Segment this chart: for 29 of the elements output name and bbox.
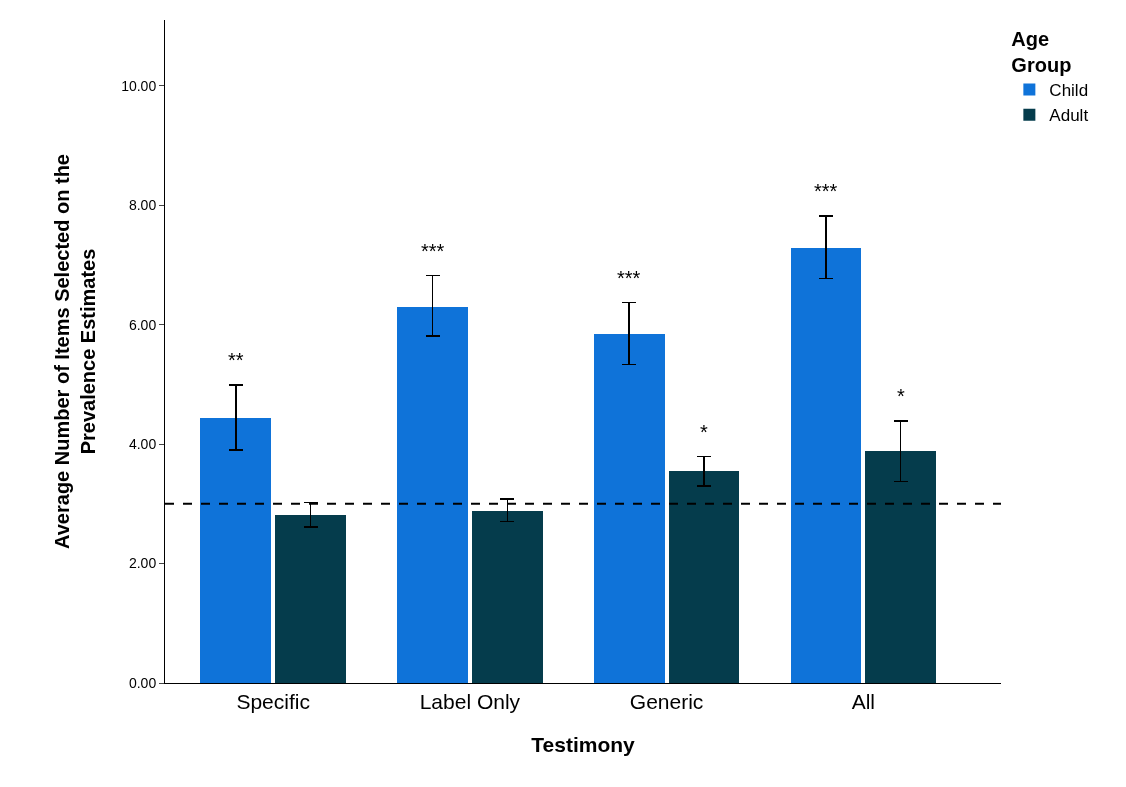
bar xyxy=(275,515,346,683)
y-tick-label: 8.00 xyxy=(128,197,157,214)
x-tick-label: Specific xyxy=(236,690,310,714)
legend-title: Age Group xyxy=(1011,28,1072,76)
x-tick-label: Label Only xyxy=(419,690,521,714)
bar xyxy=(472,511,543,683)
legend-label: Adult xyxy=(1049,106,1089,126)
y-tick-label: 2.00 xyxy=(128,555,157,572)
annotation: *** xyxy=(421,240,445,262)
annotation: *** xyxy=(814,180,838,202)
y-tick-label: 0.00 xyxy=(128,674,157,691)
y-tick-label: 6.00 xyxy=(128,316,157,333)
x-tick-label: All xyxy=(851,690,875,714)
annotation: * xyxy=(897,385,905,407)
bar xyxy=(200,418,271,683)
y-axis-title: Average Number of Items Selected on the Prevalence Estimates xyxy=(50,154,99,549)
bar xyxy=(865,451,936,683)
x-tick-label: Generic xyxy=(629,690,704,714)
bar xyxy=(397,307,468,683)
bar xyxy=(791,248,861,683)
x-axis-title: Testimony xyxy=(531,733,636,757)
annotation: ** xyxy=(228,349,244,371)
y-tick-label: 4.00 xyxy=(128,435,157,452)
y-tick-label: 10.00 xyxy=(121,77,157,94)
bar xyxy=(669,471,739,683)
legend-label: Child xyxy=(1049,81,1089,101)
bar xyxy=(594,334,665,683)
annotation: * xyxy=(700,421,708,443)
annotation: *** xyxy=(617,267,641,289)
